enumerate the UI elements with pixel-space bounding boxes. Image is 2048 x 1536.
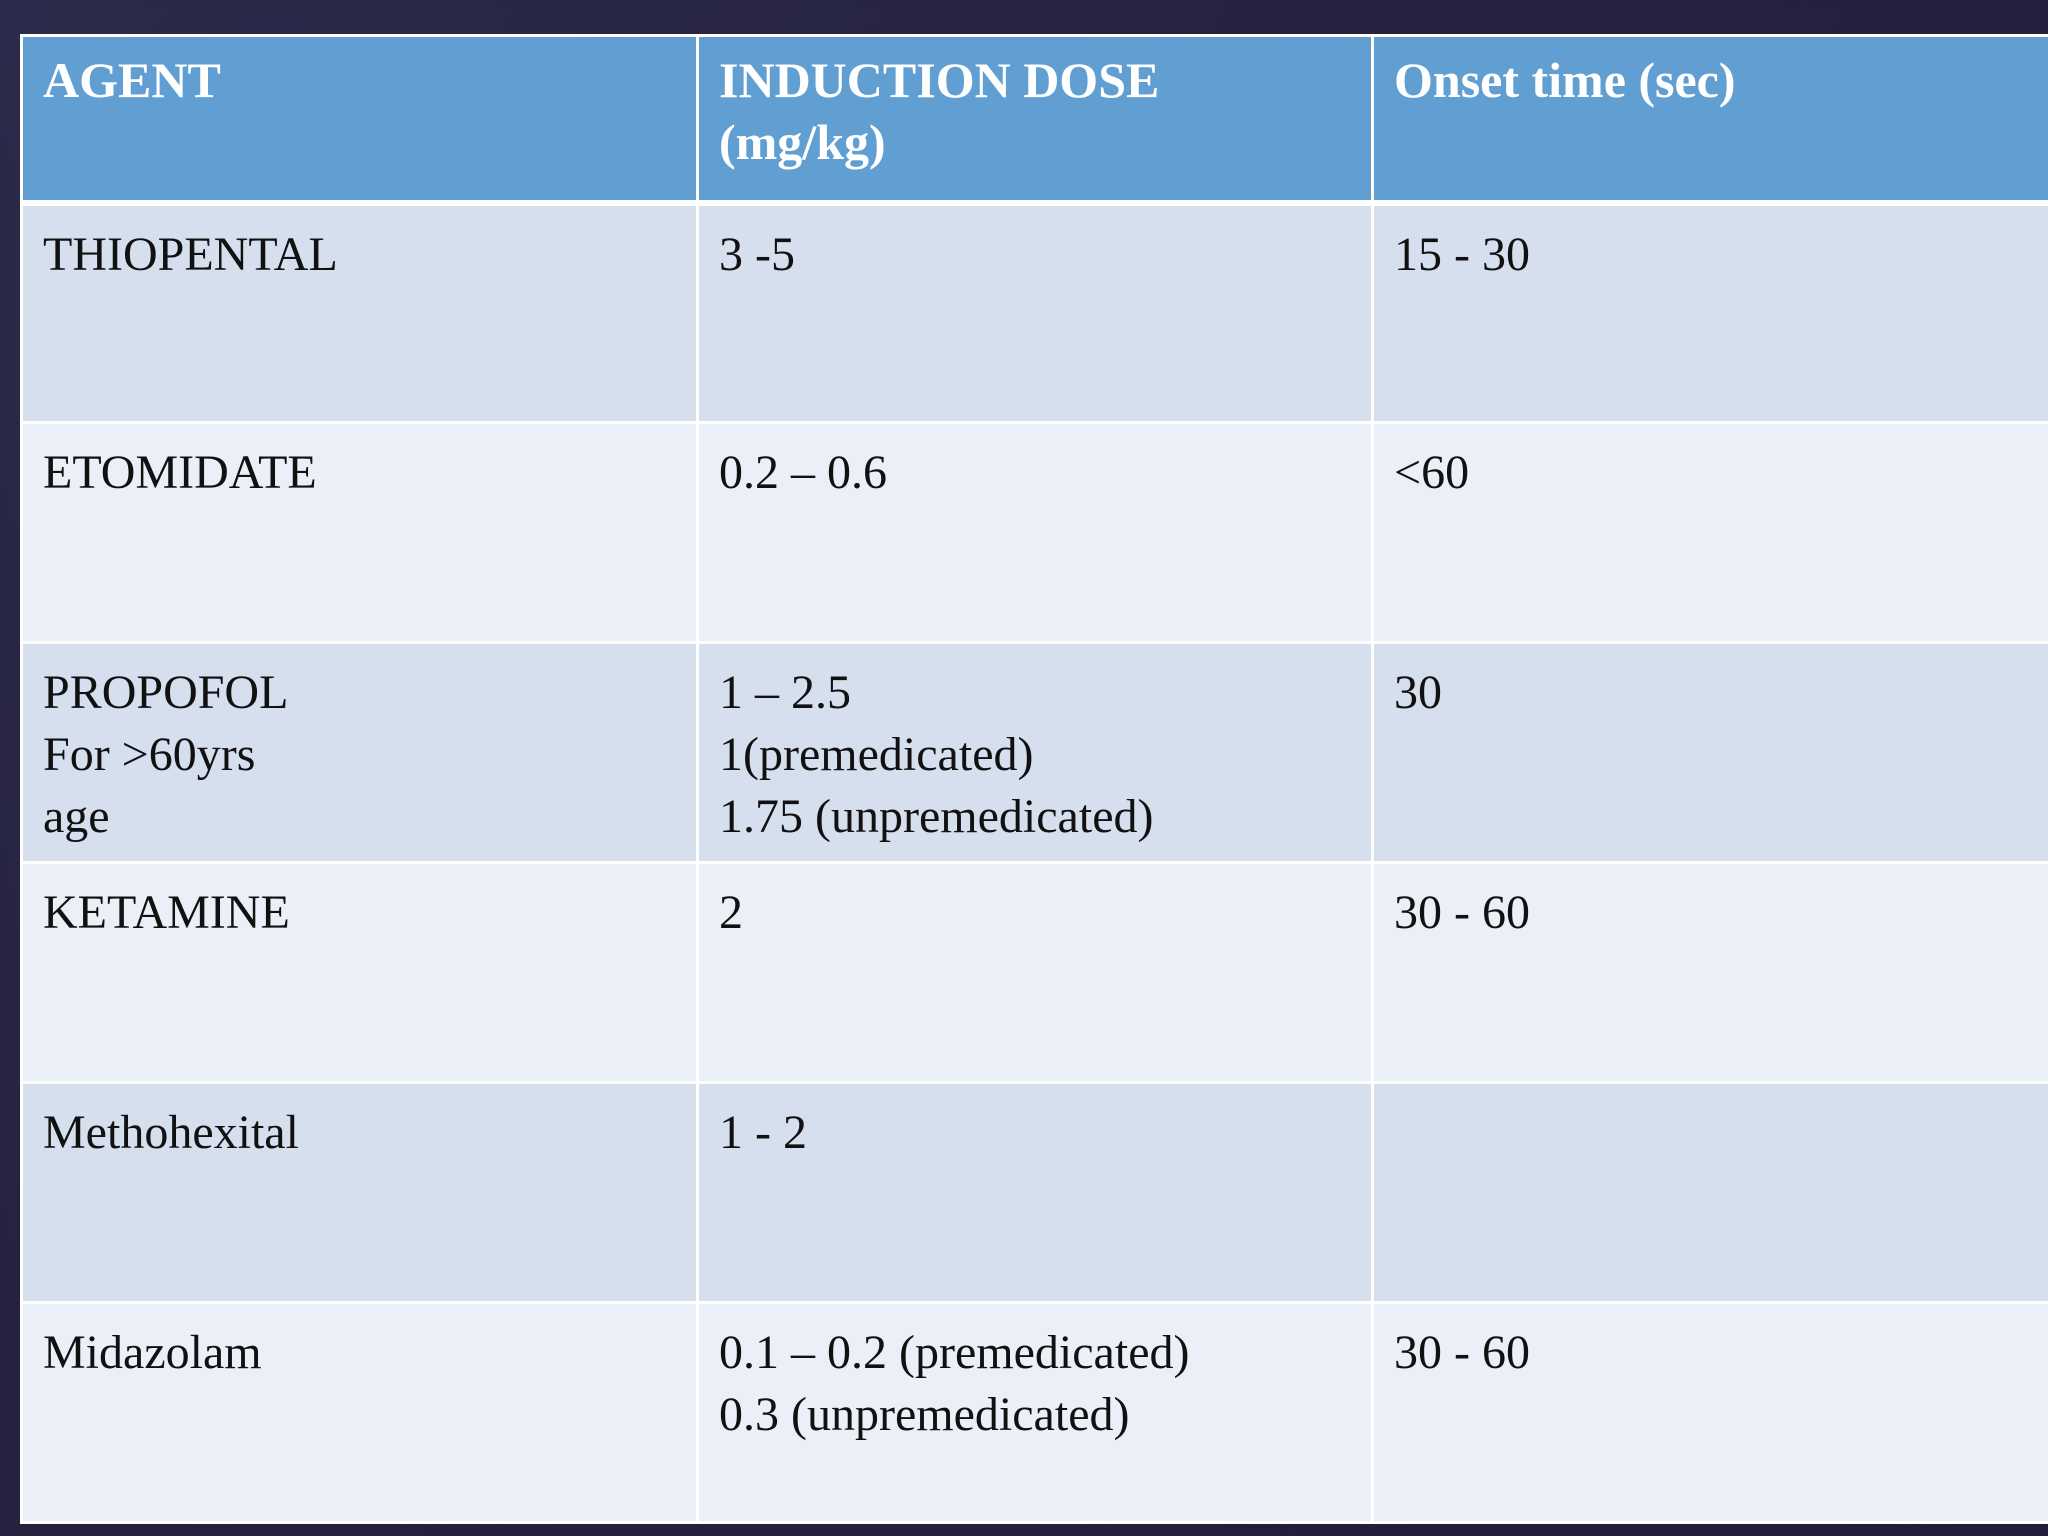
cell-dose: 0.1 – 0.2 (premedicated) 0.3 (unpremedic… [696,1301,1374,1524]
cell-agent: THIOPENTAL [20,201,699,424]
header-induction-dose: INDUCTION DOSE (mg/kg) [696,34,1374,206]
cell-dose: 0.2 – 0.6 [696,421,1374,644]
cell-dose: 2 [696,861,1374,1084]
slide: AGENT INDUCTION DOSE (mg/kg) Onset time … [20,34,2048,1528]
cell-onset: 30 [1371,641,2048,864]
cell-onset: <60 [1371,421,2048,644]
table-row: ETOMIDATE 0.2 – 0.6 <60 [20,421,2048,644]
cell-dose: 3 -5 [696,201,1374,424]
table-row: KETAMINE 2 30 - 60 [20,861,2048,1084]
cell-agent: ETOMIDATE [20,421,699,644]
cell-agent: PROPOFOL For >60yrs age [20,641,699,864]
table-row: Midazolam 0.1 – 0.2 (premedicated) 0.3 (… [20,1301,2048,1524]
cell-onset: 30 - 60 [1371,861,2048,1084]
cell-dose: 1 – 2.5 1(premedicated) 1.75 (unpremedic… [696,641,1374,864]
header-onset-time: Onset time (sec) [1371,34,2048,206]
cell-agent: KETAMINE [20,861,699,1084]
table-row: Methohexital 1 - 2 [20,1081,2048,1304]
induction-agents-table: AGENT INDUCTION DOSE (mg/kg) Onset time … [20,34,2048,1524]
header-agent: AGENT [20,34,699,206]
cell-onset: 30 - 60 [1371,1301,2048,1524]
table-header-row: AGENT INDUCTION DOSE (mg/kg) Onset time … [20,34,2048,206]
cell-dose: 1 - 2 [696,1081,1374,1304]
cell-agent: Midazolam [20,1301,699,1524]
table-row: THIOPENTAL 3 -5 15 - 30 [20,201,2048,424]
table-row: PROPOFOL For >60yrs age 1 – 2.5 1(premed… [20,641,2048,864]
cell-onset: 15 - 30 [1371,201,2048,424]
cell-onset [1371,1081,2048,1304]
cell-agent: Methohexital [20,1081,699,1304]
